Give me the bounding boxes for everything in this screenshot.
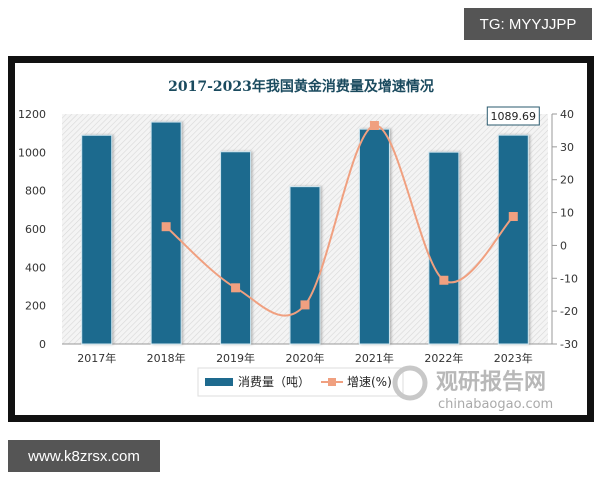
value-annotation: 1089.69 <box>491 110 537 123</box>
left-axis-tick: 0 <box>39 338 46 351</box>
x-axis-tick: 2018年 <box>147 351 186 365</box>
x-axis-tick: 2020年 <box>286 351 325 365</box>
growth-marker <box>231 283 241 293</box>
value-annotation-box <box>486 106 540 126</box>
x-axis-tick: 2019年 <box>216 351 255 365</box>
right-axis-tick: 40 <box>560 108 574 121</box>
left-axis-tick: 1200 <box>18 108 46 121</box>
bar-2021年 <box>358 128 390 345</box>
watermark-bottom: www.k8zrsx.com <box>8 440 160 472</box>
chart-title: 2017-2023年我国黄金消费量及增速情况 <box>168 78 434 95</box>
bar-2018年 <box>150 121 182 345</box>
right-axis-tick: -30 <box>560 338 578 351</box>
logo-icon <box>392 365 428 401</box>
growth-marker <box>300 300 310 310</box>
bar-2022年 <box>428 151 460 345</box>
combo-chart: 2017-2023年我国黄金消费量及增速情况020040060080010001… <box>18 78 578 412</box>
x-axis-tick: 2021年 <box>355 351 394 365</box>
bar-2017年 <box>81 134 113 345</box>
chart-frame: 2017-2023年我国黄金消费量及增速情况 0 200 400 600 800 1000 1… <box>8 56 594 422</box>
chart-panel: 2017-2023年我国黄金消费量及增速情况 0 200 400 600 800 1000 1… <box>15 63 587 415</box>
left-axis-tick: 400 <box>25 261 46 274</box>
x-axis-tick: 2017年 <box>77 351 116 365</box>
right-axis-tick: -10 <box>560 272 578 285</box>
left-axis-tick: 1000 <box>18 146 46 159</box>
x-axis-tick: 2022年 <box>424 351 463 365</box>
legend-bar-swatch <box>205 378 233 386</box>
left-axis-tick: 800 <box>25 185 46 198</box>
growth-marker <box>439 275 449 285</box>
x-axis-tick: 2023年 <box>494 351 533 365</box>
right-axis-tick: -20 <box>560 305 578 318</box>
bar-2019年 <box>220 151 252 345</box>
legend-label-growth: 增速(%) <box>347 375 392 389</box>
right-axis-tick: 20 <box>560 174 574 187</box>
left-axis-tick: 200 <box>25 300 46 313</box>
right-axis-tick: 30 <box>560 141 574 154</box>
growth-marker <box>369 121 379 130</box>
growth-marker <box>161 222 171 232</box>
legend-marker-swatch <box>328 378 336 386</box>
right-axis-tick: 0 <box>560 239 567 252</box>
right-axis-tick: 10 <box>560 207 574 220</box>
logo-en: chinabaogao.com <box>438 397 553 412</box>
legend-label-consumption: 消费量（吨） <box>238 375 310 389</box>
growth-marker <box>508 212 518 222</box>
logo-cn: 观研报告网 <box>436 370 546 395</box>
bar-2020年 <box>289 186 321 345</box>
watermark-top: TG: MYYJJPP <box>464 8 592 40</box>
bar-2023年 <box>497 134 529 345</box>
left-axis-tick: 600 <box>25 223 46 236</box>
